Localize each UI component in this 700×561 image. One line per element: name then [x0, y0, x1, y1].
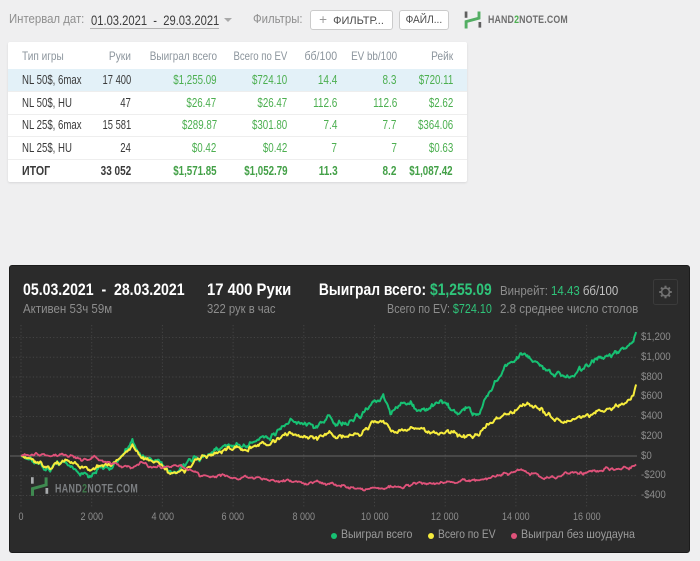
svg-text:HAND2NOTE.COM: HAND2NOTE.COM	[55, 482, 138, 496]
